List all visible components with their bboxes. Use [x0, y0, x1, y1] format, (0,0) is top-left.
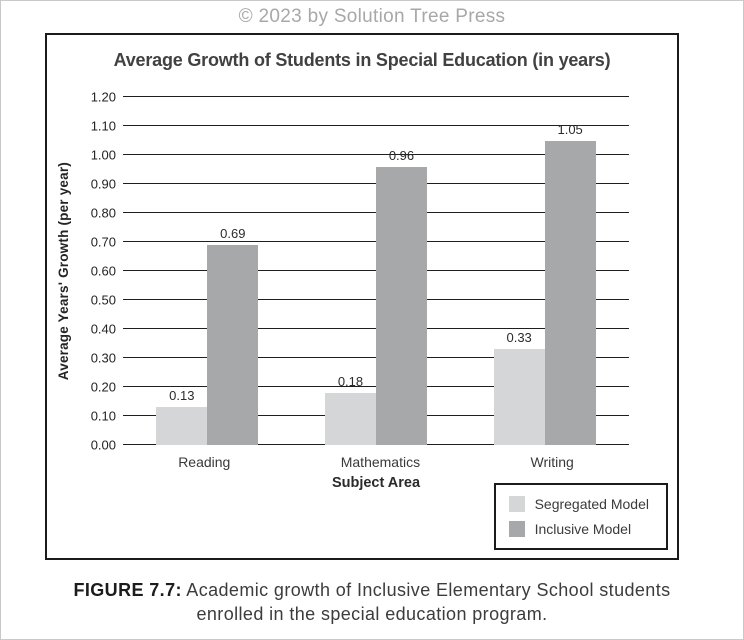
- chart-title: Average Growth of Students in Special Ed…: [113, 50, 611, 70]
- y-tick-label-0.80: 0.80: [90, 205, 116, 221]
- bar-value-label-mathematics-segregated-model: 0.18: [337, 373, 364, 389]
- bar-segregated-model-reading: 0.13: [156, 388, 208, 445]
- copyright-text: © 2023 by Solution Tree Press: [238, 6, 506, 27]
- figure-caption-text: FIGURE 7.7: Academic growth of Inclusive…: [60, 578, 684, 626]
- plot-area: 0.13 0.69 0.18 0.96 0.33 1.05: [123, 96, 629, 445]
- chart-body: Average Years' Growth (per year) 0.00 0.1…: [47, 90, 677, 453]
- y-axis-title: Average Years' Growth (per year): [47, 97, 79, 445]
- y-tick-label-0.40: 0.40: [90, 321, 116, 337]
- figure-caption-label: FIGURE 7.7:: [73, 580, 182, 600]
- y-tick-label-0.20: 0.20: [90, 379, 116, 395]
- gridline-1.10: [123, 125, 629, 126]
- bar-inclusive-model-mathematics: 0.96: [375, 148, 427, 445]
- y-tick-label-1.00: 1.00: [90, 147, 116, 163]
- legend-label-inclusive-model: Inclusive Model: [534, 521, 632, 537]
- legend-item-segregated-model: Segregated Model: [508, 496, 649, 512]
- y-axis-title-text: Average Years' Growth (per year): [55, 161, 71, 381]
- category-label-reading: Reading: [178, 454, 231, 470]
- bar-inclusive-model-reading: 0.69: [207, 226, 259, 445]
- y-tick-label-0.00: 0.00: [90, 437, 116, 453]
- gridline-1.20: [123, 96, 629, 97]
- chart-figure: Average Growth of Students in Special Ed…: [45, 33, 679, 560]
- category-labels: Reading Mathematics Writing: [123, 454, 629, 470]
- bar-value-label-reading-inclusive-model: 0.69: [220, 225, 246, 241]
- legend-label-segregated-model: Segregated Model: [534, 496, 649, 512]
- x-axis-title: Subject Area: [331, 475, 421, 491]
- bar-segregated-model-writing: 0.33: [493, 330, 545, 445]
- bar-group-reading: 0.13 0.69: [156, 97, 259, 445]
- legend-swatch-inclusive-model: [508, 521, 525, 537]
- y-tick-label-0.60: 0.60: [90, 263, 116, 279]
- y-tick-label-0.10: 0.10: [90, 408, 116, 424]
- y-tick-label-0.70: 0.70: [90, 234, 116, 250]
- legend: Segregated Model Inclusive Model: [493, 483, 668, 550]
- legend-item-inclusive-model: Inclusive Model: [508, 521, 649, 537]
- y-tick-label-1.20: 1.20: [90, 89, 116, 105]
- figure-caption: FIGURE 7.7: Academic growth of Inclusive…: [1, 578, 743, 626]
- y-tick-label-1.10: 1.10: [90, 118, 116, 134]
- bar-value-label-writing-segregated-model: 0.33: [506, 330, 532, 346]
- bar-groups: 0.13 0.69 0.18 0.96 0.33 1.05: [123, 97, 629, 445]
- figure-caption-body: Academic growth of Inclusive Elementary …: [181, 580, 671, 624]
- bar-value-label-reading-segregated-model: 0.13: [169, 388, 195, 404]
- bar-value-label-mathematics-inclusive-model: 0.96: [388, 147, 415, 163]
- bar-value-label-writing-inclusive-model: 1.05: [557, 121, 583, 137]
- gridline-1.00: [123, 154, 629, 155]
- bar-segregated-model-mathematics: 0.18: [324, 374, 376, 445]
- category-label-writing: Writing: [530, 454, 574, 470]
- y-tick-label-0.50: 0.50: [90, 292, 116, 308]
- y-tick-label-0.90: 0.90: [90, 176, 116, 192]
- category-label-mathematics: Mathematics: [340, 454, 421, 470]
- bar-group-writing: 0.33 1.05: [493, 97, 596, 445]
- y-axis-ticks: 0.00 0.10 0.20 0.30 0.40 0.50 0.60 0.70 0.80 0.90…: [79, 90, 123, 453]
- y-tick-label-0.30: 0.30: [90, 350, 116, 366]
- bar-group-mathematics: 0.18 0.96: [324, 97, 427, 445]
- bar-inclusive-model-writing: 1.05: [544, 122, 596, 445]
- legend-swatch-segregated-model: [508, 496, 525, 512]
